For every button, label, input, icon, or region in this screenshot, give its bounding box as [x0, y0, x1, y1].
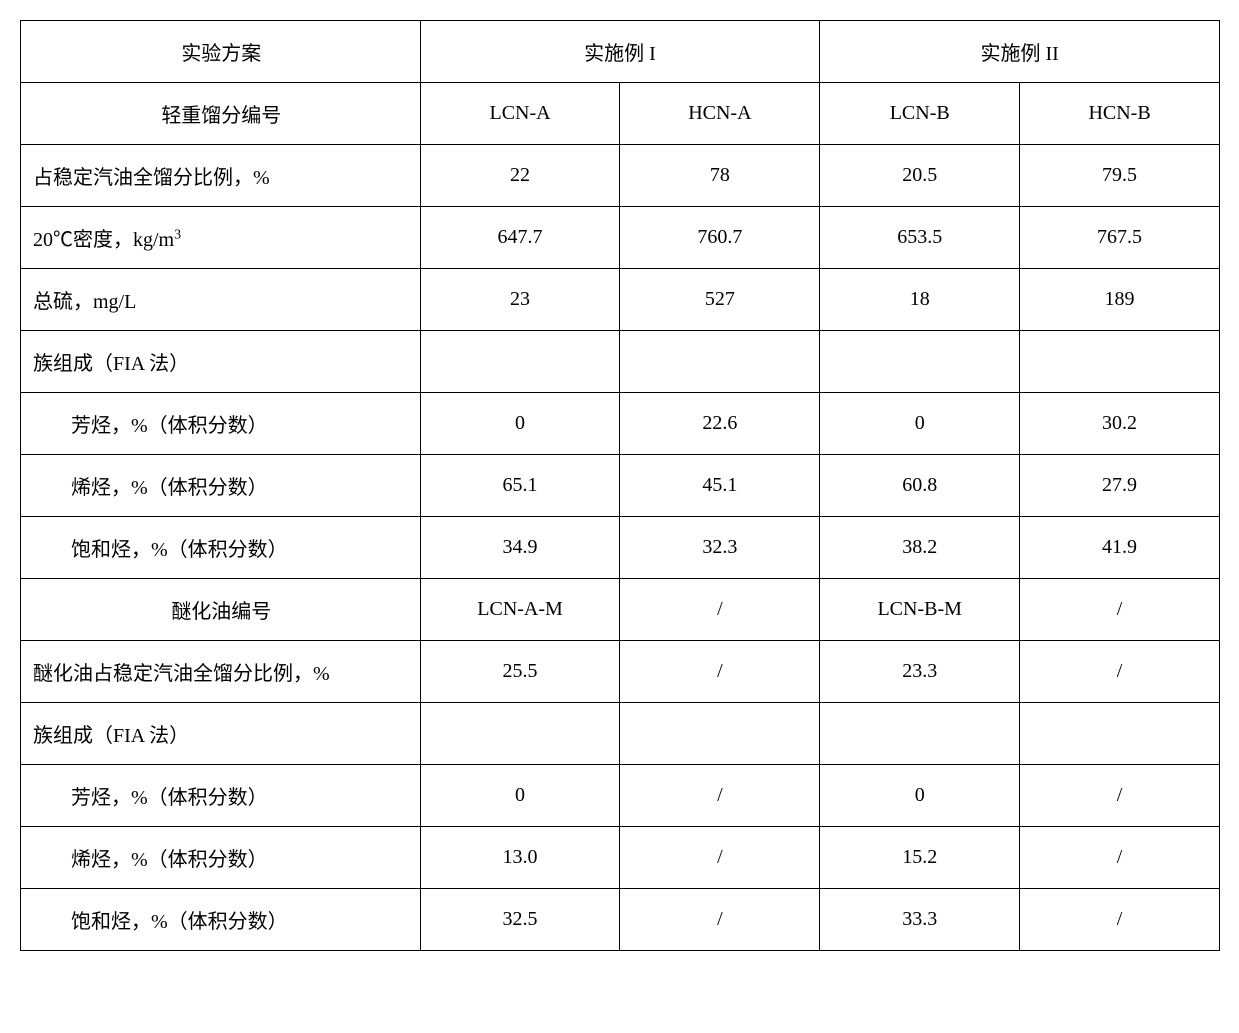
header-hcn-a: HCN-A — [620, 83, 820, 145]
header-example-1: 实施例 I — [420, 21, 820, 83]
cell-value: / — [620, 765, 820, 827]
table-row: 醚化油占稳定汽油全馏分比例，%25.5/23.3/ — [21, 641, 1220, 703]
cell-value — [1020, 703, 1220, 765]
cell-value: 60.8 — [820, 455, 1020, 517]
table-row: 芳烃，%（体积分数）022.6030.2 — [21, 393, 1220, 455]
cell-value: 767.5 — [1020, 207, 1220, 269]
cell-value — [1020, 331, 1220, 393]
cell-value: 189 — [1020, 269, 1220, 331]
cell-value: 32.5 — [420, 889, 620, 951]
table-row: 饱和烃，%（体积分数）34.932.338.241.9 — [21, 517, 1220, 579]
row-label: 族组成（FIA 法） — [21, 331, 421, 393]
cell-value: 41.9 — [1020, 517, 1220, 579]
data-table: 实验方案 实施例 I 实施例 II 轻重馏分编号 LCN-A HCN-A LCN… — [20, 20, 1220, 951]
row-label: 芳烃，%（体积分数） — [21, 765, 421, 827]
cell-value: 13.0 — [420, 827, 620, 889]
row-label: 烯烃，%（体积分数） — [21, 455, 421, 517]
row-label: 饱和烃，%（体积分数） — [21, 517, 421, 579]
cell-value: 33.3 — [820, 889, 1020, 951]
cell-value: 38.2 — [820, 517, 1020, 579]
table-row: 族组成（FIA 法） — [21, 331, 1220, 393]
table-row: 族组成（FIA 法） — [21, 703, 1220, 765]
cell-value: / — [620, 579, 820, 641]
cell-value: 527 — [620, 269, 820, 331]
cell-value: 30.2 — [1020, 393, 1220, 455]
row-label: 芳烃，%（体积分数） — [21, 393, 421, 455]
cell-value: 45.1 — [620, 455, 820, 517]
cell-value: 65.1 — [420, 455, 620, 517]
cell-value: LCN-B-M — [820, 579, 1020, 641]
cell-value: / — [620, 889, 820, 951]
row-label: 20℃密度，kg/m3 — [21, 207, 421, 269]
cell-value: 23 — [420, 269, 620, 331]
cell-value: LCN-A-M — [420, 579, 620, 641]
row-label: 醚化油占稳定汽油全馏分比例，% — [21, 641, 421, 703]
header-lcn-a: LCN-A — [420, 83, 620, 145]
cell-value: 760.7 — [620, 207, 820, 269]
cell-value: / — [1020, 827, 1220, 889]
cell-value: 0 — [820, 765, 1020, 827]
cell-value: 0 — [420, 765, 620, 827]
cell-value: / — [1020, 765, 1220, 827]
table-row: 烯烃，%（体积分数）13.0/15.2/ — [21, 827, 1220, 889]
row-label: 占稳定汽油全馏分比例，% — [21, 145, 421, 207]
cell-value: 0 — [420, 393, 620, 455]
cell-value — [420, 703, 620, 765]
table-header-row-1: 实验方案 实施例 I 实施例 II — [21, 21, 1220, 83]
cell-value: 25.5 — [420, 641, 620, 703]
cell-value: / — [1020, 641, 1220, 703]
table-header-row-2: 轻重馏分编号 LCN-A HCN-A LCN-B HCN-B — [21, 83, 1220, 145]
cell-value — [620, 703, 820, 765]
cell-value: 27.9 — [1020, 455, 1220, 517]
cell-value: 0 — [820, 393, 1020, 455]
table-row: 芳烃，%（体积分数）0/0/ — [21, 765, 1220, 827]
row-label: 总硫，mg/L — [21, 269, 421, 331]
cell-value: / — [620, 641, 820, 703]
cell-value: 647.7 — [420, 207, 620, 269]
row-label: 醚化油编号 — [21, 579, 421, 641]
header-hcn-b: HCN-B — [1020, 83, 1220, 145]
table-row: 20℃密度，kg/m3647.7760.7653.5767.5 — [21, 207, 1220, 269]
cell-value: 79.5 — [1020, 145, 1220, 207]
cell-value: 22.6 — [620, 393, 820, 455]
cell-value: 32.3 — [620, 517, 820, 579]
table-row: 总硫，mg/L2352718189 — [21, 269, 1220, 331]
cell-value: 78 — [620, 145, 820, 207]
table-row: 醚化油编号LCN-A-M/LCN-B-M/ — [21, 579, 1220, 641]
cell-value — [420, 331, 620, 393]
cell-value: 23.3 — [820, 641, 1020, 703]
header-example-2: 实施例 II — [820, 21, 1220, 83]
row-label: 烯烃，%（体积分数） — [21, 827, 421, 889]
row-label: 饱和烃，%（体积分数） — [21, 889, 421, 951]
cell-value — [820, 703, 1020, 765]
cell-value: 34.9 — [420, 517, 620, 579]
cell-value: 20.5 — [820, 145, 1020, 207]
header-fraction-number: 轻重馏分编号 — [21, 83, 421, 145]
cell-value: 22 — [420, 145, 620, 207]
table-body: 占稳定汽油全馏分比例，%227820.579.520℃密度，kg/m3647.7… — [21, 145, 1220, 951]
table-row: 饱和烃，%（体积分数）32.5/33.3/ — [21, 889, 1220, 951]
table-row: 占稳定汽油全馏分比例，%227820.579.5 — [21, 145, 1220, 207]
cell-value: 15.2 — [820, 827, 1020, 889]
header-experiment-plan: 实验方案 — [21, 21, 421, 83]
cell-value: / — [1020, 889, 1220, 951]
cell-value: 653.5 — [820, 207, 1020, 269]
cell-value: / — [620, 827, 820, 889]
row-label: 族组成（FIA 法） — [21, 703, 421, 765]
cell-value — [620, 331, 820, 393]
header-lcn-b: LCN-B — [820, 83, 1020, 145]
cell-value: / — [1020, 579, 1220, 641]
cell-value: 18 — [820, 269, 1020, 331]
table-row: 烯烃，%（体积分数）65.145.160.827.9 — [21, 455, 1220, 517]
cell-value — [820, 331, 1020, 393]
